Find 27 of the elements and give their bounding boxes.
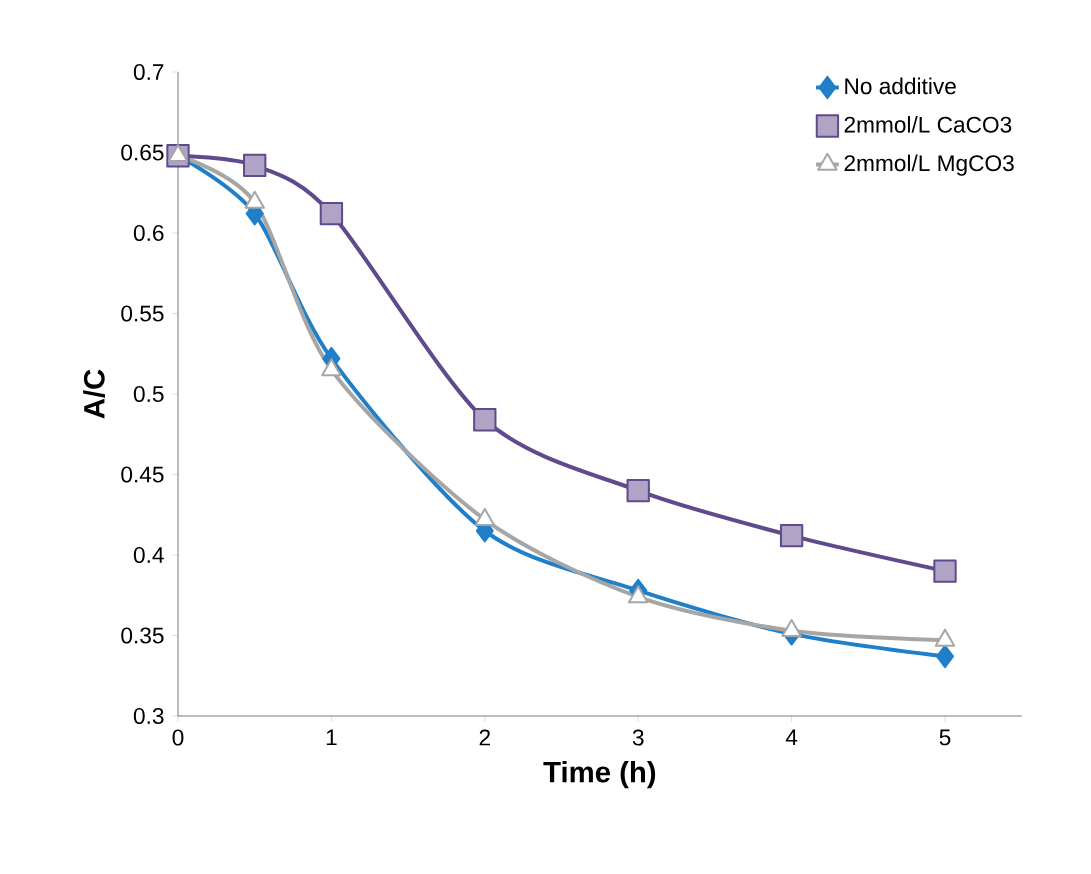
y-axis-title: A/C xyxy=(83,369,105,419)
point xyxy=(626,478,650,503)
x-tick-label: 4 xyxy=(785,729,798,746)
y-tick-label: 0.7 xyxy=(133,63,164,81)
legend-label: 2mmol/L MgCO3 xyxy=(844,154,1014,176)
y-tick-label: 0.35 xyxy=(121,627,164,644)
y-tick-label: 0.3 xyxy=(133,707,164,725)
x-tick-label: 1 xyxy=(326,729,337,746)
x-tick-label: 5 xyxy=(939,729,951,746)
y-tick-label: 0.6 xyxy=(133,224,164,242)
x-axis-title: Time (h) xyxy=(543,760,656,789)
y-tick-label: 0.65 xyxy=(121,144,164,161)
x-tick-label: 2 xyxy=(479,729,490,746)
y-tick-label: 0.4 xyxy=(133,546,164,564)
point xyxy=(936,644,955,669)
y-tick-label: 0.55 xyxy=(121,305,164,322)
point xyxy=(779,524,804,548)
x-tick-label: 3 xyxy=(632,729,644,746)
x-tick-label: 0 xyxy=(172,729,184,746)
legend-label: 2mmol/L CaCO3 xyxy=(844,116,1012,133)
y-tick-label: 0.45 xyxy=(121,466,164,483)
point xyxy=(933,559,957,583)
point xyxy=(243,153,267,178)
point xyxy=(473,408,497,432)
point xyxy=(319,202,344,226)
y-tick-label: 0.5 xyxy=(133,385,164,403)
legend-label: No additive xyxy=(845,77,956,95)
